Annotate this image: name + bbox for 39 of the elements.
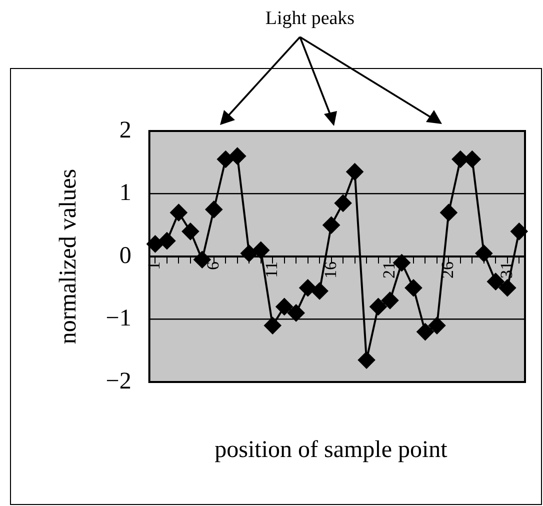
point <box>322 216 340 234</box>
point <box>416 323 434 340</box>
point <box>498 279 516 296</box>
point <box>404 279 422 296</box>
y-tick-label: 2 <box>119 117 132 144</box>
point <box>170 204 188 222</box>
point <box>276 298 293 316</box>
point <box>370 298 387 316</box>
x-tick-label: 21 <box>379 262 398 278</box>
y-tick-label: −1 <box>106 306 132 332</box>
point <box>346 163 364 180</box>
y-tick-label: 1 <box>119 180 132 206</box>
point <box>252 242 270 259</box>
point <box>510 222 528 240</box>
y-axis-title: normalized values <box>56 168 82 344</box>
point <box>440 204 458 222</box>
y-tick-label: −2 <box>106 368 132 394</box>
point <box>205 200 222 218</box>
point <box>475 244 492 262</box>
point <box>217 150 234 168</box>
x-tick-label: 6 <box>203 262 222 270</box>
point <box>393 254 410 272</box>
x-tick-label: 11 <box>262 262 282 278</box>
y-tick-label: 0 <box>119 242 132 269</box>
point <box>288 304 305 322</box>
point <box>381 292 398 309</box>
point <box>358 352 376 369</box>
point <box>299 279 316 296</box>
point <box>228 148 246 165</box>
point <box>334 194 352 212</box>
x-tick-label: 16 <box>320 262 340 278</box>
point <box>264 317 282 334</box>
point <box>158 232 176 250</box>
point <box>182 222 199 240</box>
text: Light peaks <box>264 8 356 30</box>
x-axis-title: position of sample point <box>214 437 448 464</box>
point <box>240 244 258 262</box>
point <box>311 282 328 300</box>
point <box>428 317 446 334</box>
